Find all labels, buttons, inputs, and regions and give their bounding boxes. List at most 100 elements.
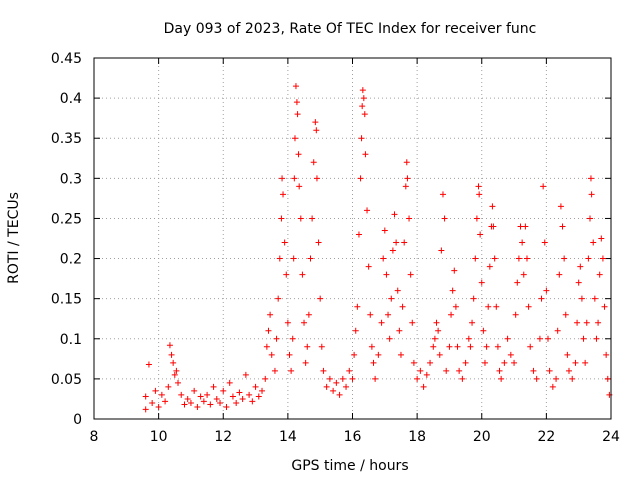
y-tick-label: 0.4 <box>60 91 82 107</box>
axis-ticks: 8 10 12 14 16 18 20 22 24 0 0.05 0.1 0.15 0.2 0.25 0.3 0… <box>51 51 620 445</box>
data-point <box>485 303 492 310</box>
data-point <box>536 335 543 342</box>
data-point <box>540 183 547 190</box>
data-point <box>588 191 595 198</box>
data-point <box>575 279 582 286</box>
y-tick-label: 0 <box>73 412 82 428</box>
data-point <box>391 211 398 218</box>
data-point <box>246 391 253 398</box>
data-point <box>401 239 408 246</box>
data-point <box>456 367 463 374</box>
y-tick-label: 0.45 <box>51 51 82 67</box>
data-point <box>346 367 353 374</box>
data-point <box>462 359 469 366</box>
data-point <box>320 367 327 374</box>
data-point <box>362 151 369 158</box>
data-point <box>296 183 303 190</box>
data-point <box>162 398 169 405</box>
x-tick-label: 18 <box>408 429 426 445</box>
data-point <box>297 215 304 222</box>
data-point <box>603 351 610 358</box>
data-point <box>604 375 611 382</box>
data-point <box>236 389 243 396</box>
data-point <box>598 235 605 242</box>
data-point <box>467 343 474 350</box>
data-point <box>596 271 603 278</box>
data-point <box>493 303 500 310</box>
data-point <box>291 135 298 142</box>
data-point <box>295 151 302 158</box>
data-point <box>293 99 300 106</box>
data-point <box>486 263 493 270</box>
data-point <box>480 327 487 334</box>
data-point <box>590 239 597 246</box>
data-point <box>359 87 366 94</box>
data-point <box>403 159 410 166</box>
data-point <box>504 335 511 342</box>
data-point <box>436 351 443 358</box>
data-point <box>585 255 592 262</box>
plot-frame <box>93 57 612 420</box>
data-point <box>394 287 401 294</box>
data-point <box>333 379 340 386</box>
data-point <box>544 335 551 342</box>
data-point <box>383 271 390 278</box>
data-point <box>220 387 227 394</box>
data-point <box>281 239 288 246</box>
x-tick-label: 20 <box>473 429 491 445</box>
data-point <box>452 303 459 310</box>
data-point <box>569 375 576 382</box>
data-point <box>204 391 211 398</box>
data-point <box>494 343 501 350</box>
data-point <box>557 203 564 210</box>
data-point <box>386 335 393 342</box>
data-point <box>372 375 379 382</box>
y-axis-label: ROTI / TECUs <box>6 192 22 284</box>
data-point <box>352 327 359 334</box>
data-point <box>304 343 311 350</box>
data-point <box>572 359 579 366</box>
data-point <box>359 103 366 110</box>
data-point <box>360 95 367 102</box>
data-point <box>262 375 269 382</box>
data-point <box>427 359 434 366</box>
data-point <box>402 183 409 190</box>
data-point <box>181 401 188 408</box>
data-point <box>315 239 322 246</box>
data-point <box>351 351 358 358</box>
data-point <box>200 398 207 405</box>
data-point <box>574 319 581 326</box>
data-point <box>271 367 278 374</box>
data-point <box>265 327 272 334</box>
y-tick-label: 0.15 <box>51 292 82 308</box>
data-point <box>473 215 480 222</box>
data-point <box>414 375 421 382</box>
data-point <box>491 255 498 262</box>
data-point <box>599 255 606 262</box>
data-point <box>577 263 584 270</box>
data-point <box>191 387 198 394</box>
data-point <box>349 375 356 382</box>
data-point <box>530 367 537 374</box>
data-point <box>370 359 377 366</box>
data-point <box>388 295 395 302</box>
data-point <box>310 159 317 166</box>
data-point <box>430 343 437 350</box>
data-point <box>330 387 337 394</box>
y-tick-label: 0.25 <box>51 211 82 227</box>
data-point <box>389 247 396 254</box>
data-point <box>286 351 293 358</box>
data-point <box>259 387 266 394</box>
data-point <box>549 383 556 390</box>
data-point <box>279 175 286 182</box>
data-point <box>307 255 314 262</box>
data-point <box>207 401 214 408</box>
data-point <box>582 359 589 366</box>
data-point <box>313 127 320 134</box>
data-point <box>142 406 149 413</box>
data-point <box>439 191 446 198</box>
data-point <box>409 319 416 326</box>
data-point <box>498 375 505 382</box>
data-point <box>267 311 274 318</box>
data-point <box>601 303 608 310</box>
